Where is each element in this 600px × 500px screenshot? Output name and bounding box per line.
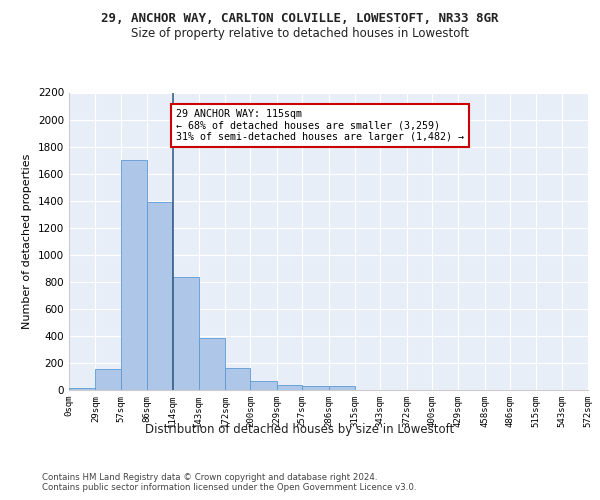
Text: 29 ANCHOR WAY: 115sqm
← 68% of detached houses are smaller (3,259)
31% of semi-d: 29 ANCHOR WAY: 115sqm ← 68% of detached …	[176, 108, 464, 142]
Text: Distribution of detached houses by size in Lowestoft: Distribution of detached houses by size …	[145, 422, 455, 436]
Bar	[172, 277, 199, 390]
Bar	[199, 338, 225, 390]
Bar	[69, 388, 95, 390]
Text: Contains public sector information licensed under the Open Government Licence v3: Contains public sector information licen…	[42, 482, 416, 492]
Bar	[121, 160, 147, 390]
Bar	[329, 386, 355, 390]
Bar	[147, 202, 172, 390]
Bar	[302, 386, 329, 390]
Bar	[250, 381, 277, 390]
Y-axis label: Number of detached properties: Number of detached properties	[22, 154, 32, 329]
Text: 29, ANCHOR WAY, CARLTON COLVILLE, LOWESTOFT, NR33 8GR: 29, ANCHOR WAY, CARLTON COLVILLE, LOWEST…	[101, 12, 499, 26]
Text: Size of property relative to detached houses in Lowestoft: Size of property relative to detached ho…	[131, 28, 469, 40]
Text: Contains HM Land Registry data © Crown copyright and database right 2024.: Contains HM Land Registry data © Crown c…	[42, 472, 377, 482]
Bar	[95, 369, 121, 390]
Bar	[277, 386, 302, 390]
Bar	[225, 368, 250, 390]
